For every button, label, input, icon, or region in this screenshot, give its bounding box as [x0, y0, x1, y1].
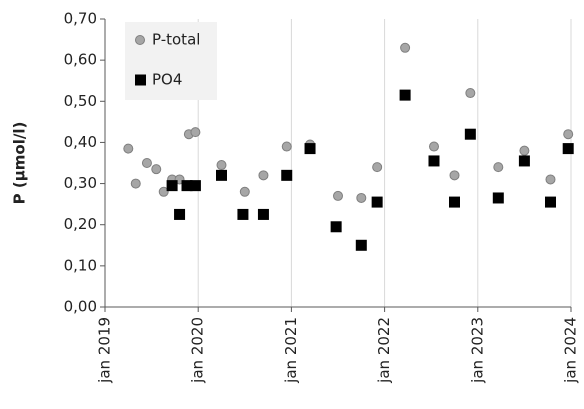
data-point	[216, 169, 227, 181]
data-point	[428, 141, 439, 152]
data-point	[237, 208, 249, 220]
y-tick-label: 0,40	[64, 133, 97, 151]
data-point	[356, 192, 367, 203]
data-point	[216, 160, 227, 171]
x-tick-label: jan 2019	[96, 317, 114, 384]
x-tick-label: jan 2022	[375, 317, 393, 384]
data-point	[465, 88, 476, 99]
y-axis-label: P (µmol/l)	[11, 122, 29, 205]
data-point	[492, 192, 504, 204]
data-point	[399, 89, 411, 101]
data-point	[141, 158, 152, 168]
legend-swatch	[135, 35, 145, 45]
data-point	[123, 143, 134, 154]
y-tick-label: 0,20	[64, 215, 97, 233]
data-point	[518, 155, 530, 167]
data-point	[174, 208, 186, 220]
data-point	[257, 208, 269, 220]
legend-label: P-total	[152, 31, 200, 49]
data-point	[563, 129, 574, 140]
data-point	[428, 155, 440, 167]
data-point	[562, 143, 574, 155]
data-point	[258, 170, 269, 181]
data-point	[449, 196, 460, 208]
data-point	[239, 186, 250, 197]
y-tick-label: 0,60	[64, 51, 97, 69]
data-point	[371, 196, 383, 208]
data-point	[449, 170, 460, 181]
data-point	[166, 180, 178, 192]
data-point	[158, 186, 169, 197]
data-point	[190, 127, 201, 138]
y-tick-label: 0,50	[64, 92, 97, 110]
data-point	[545, 174, 556, 185]
data-point	[189, 180, 201, 192]
x-tick-label: jan 2021	[282, 317, 300, 384]
data-point	[281, 169, 293, 181]
x-tick-label: jan 2023	[468, 317, 486, 384]
x-tick-label: jan 2024	[562, 317, 580, 384]
data-point	[304, 143, 316, 155]
y-tick-label: 0,10	[64, 256, 97, 274]
data-point	[330, 221, 342, 233]
y-tick-label: 0,70	[64, 10, 97, 28]
data-point	[400, 42, 411, 53]
data-point	[372, 162, 383, 173]
data-point	[333, 190, 343, 201]
data-point	[493, 162, 504, 173]
x-tick-label: jan 2020	[189, 317, 207, 384]
data-point	[130, 178, 141, 189]
data-point	[544, 196, 556, 208]
legend-box	[125, 22, 217, 100]
legend-swatch	[135, 74, 146, 86]
data-point	[281, 141, 292, 152]
legend-label: PO4	[152, 71, 182, 89]
data-point	[151, 164, 162, 175]
y-tick-label: 0,00	[64, 298, 97, 316]
data-point	[181, 180, 193, 192]
y-tick-label: 0,30	[64, 174, 97, 192]
data-point	[519, 145, 530, 156]
data-point	[464, 128, 476, 140]
data-point	[355, 239, 367, 251]
